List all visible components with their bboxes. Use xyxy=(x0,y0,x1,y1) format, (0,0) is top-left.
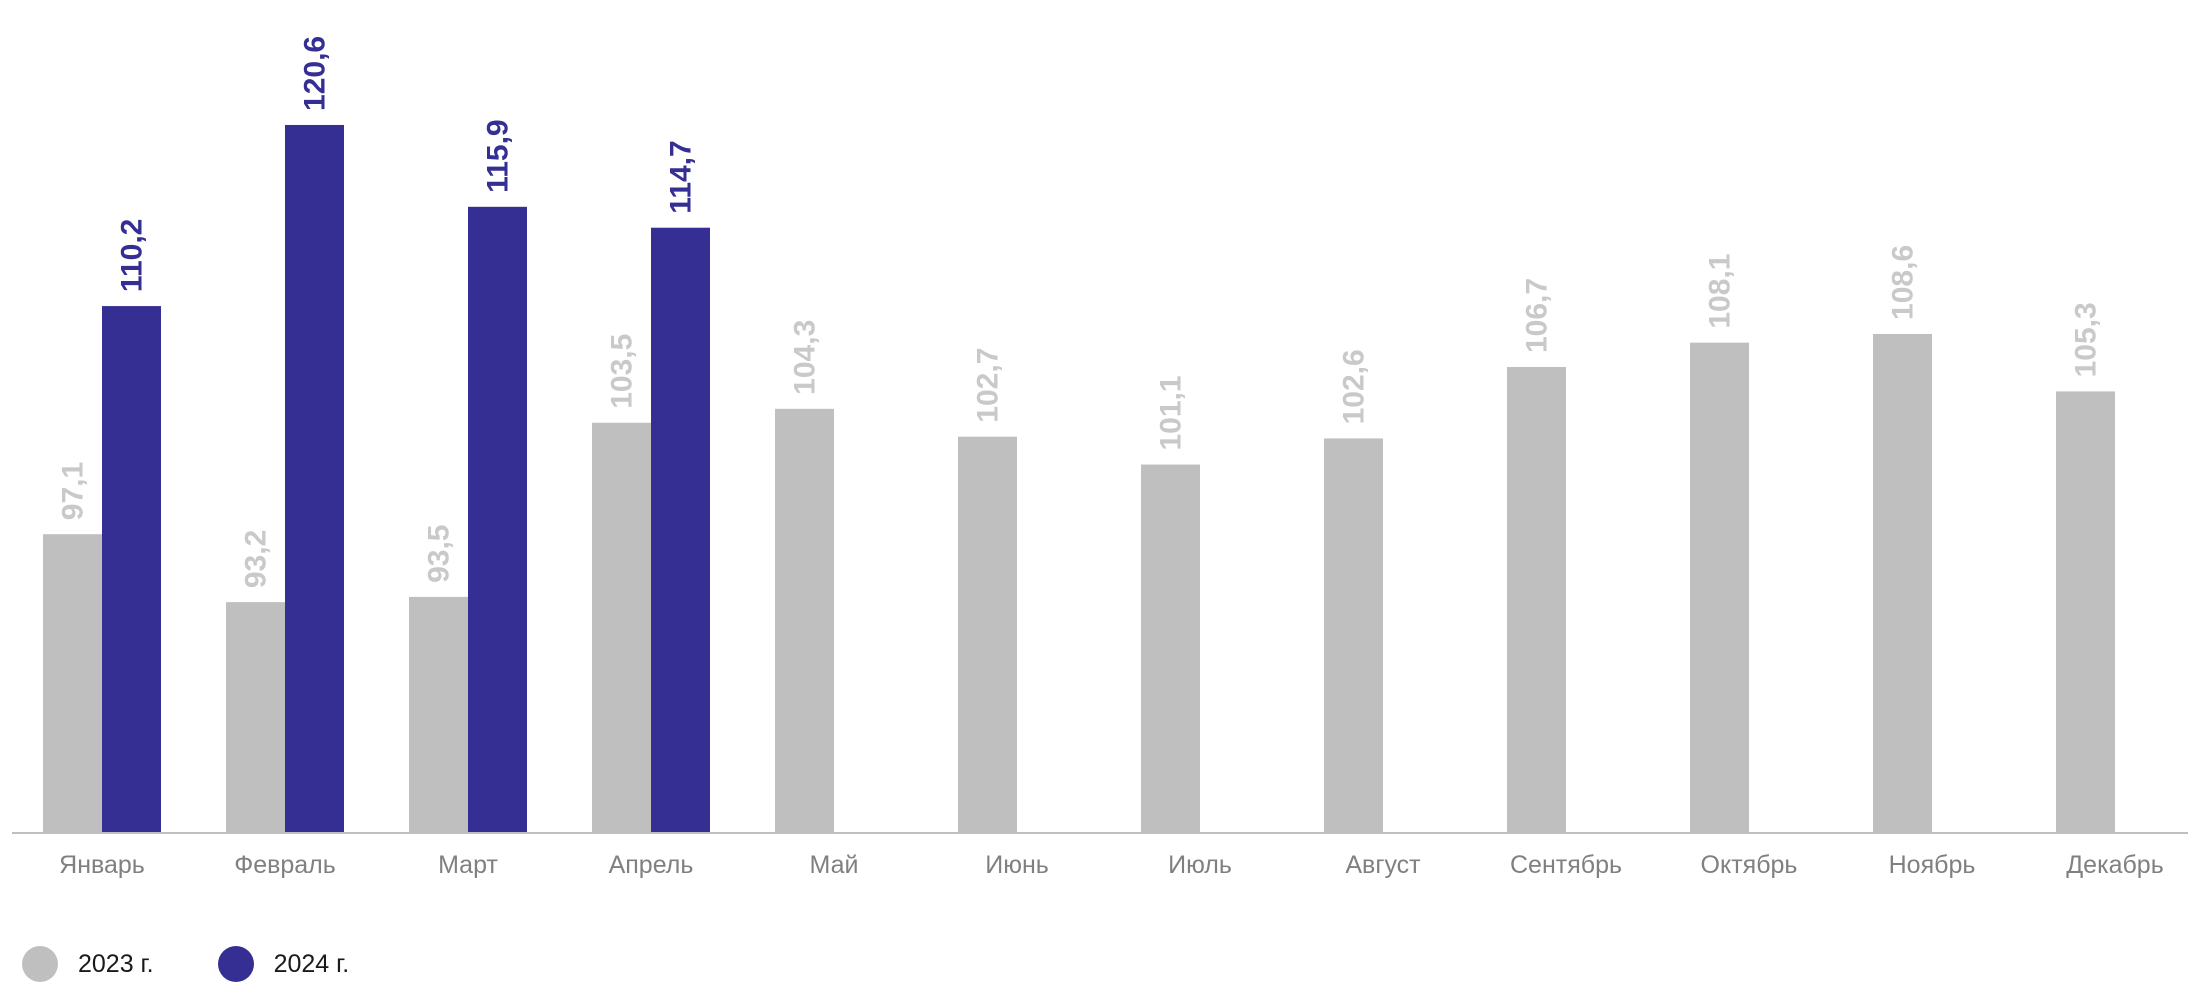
bar-2023-2 xyxy=(226,602,285,832)
bar-2024-1 xyxy=(102,306,161,833)
bars-group xyxy=(43,124,2115,833)
bar-2024-4 xyxy=(651,227,710,833)
data-label-2023-9: 106,7 xyxy=(1521,278,1554,353)
x-tick-label-3: Март xyxy=(438,851,498,879)
x-tick-label-12: Декабрь xyxy=(2066,851,2163,879)
bar-2023-8 xyxy=(1324,438,1383,832)
data-label-2023-8: 102,6 xyxy=(1338,349,1371,424)
x-tick-label-2: Февраль xyxy=(234,851,336,879)
data-label-2023-12: 105,3 xyxy=(2070,302,2103,377)
x-tick-labels-group: Январь Февраль Март Апрель Май Июнь Июль Август… xyxy=(59,851,2164,879)
bar-2023-11 xyxy=(1873,333,1932,832)
bar-2023-7 xyxy=(1141,464,1200,832)
data-label-2024-4: 114,7 xyxy=(665,140,698,213)
data-label-2023-11: 108,6 xyxy=(1887,245,1920,320)
data-label-2023-4: 103,5 xyxy=(606,334,639,409)
data-label-2023-6: 102,7 xyxy=(972,348,1005,423)
bar-2024-3 xyxy=(468,206,527,832)
legend-label-2023: 2023 г. xyxy=(78,949,154,978)
x-tick-label-10: Октябрь xyxy=(1701,851,1798,879)
data-label-2023-7: 101,1 xyxy=(1155,375,1188,450)
legend-item-2024: 2024 г. xyxy=(190,946,350,982)
x-tick-label-1: Январь xyxy=(59,851,145,879)
data-label-2023-2: 93,2 xyxy=(240,530,273,588)
bar-2023-10 xyxy=(1690,342,1749,832)
x-tick-label-9: Сентябрь xyxy=(1510,851,1622,879)
legend-label-2024: 2024 г. xyxy=(273,949,350,978)
data-label-2023-1: 97,1 xyxy=(57,462,90,520)
bar-2023-1 xyxy=(43,534,102,832)
data-label-2023-10: 108,1 xyxy=(1704,254,1737,329)
bar-2023-6 xyxy=(958,436,1017,832)
legend-swatch-2023 xyxy=(22,946,58,982)
bar-2023-4 xyxy=(592,422,651,832)
x-tick-label-8: Август xyxy=(1345,851,1421,879)
x-tick-label-11: Ноябрь xyxy=(1889,851,1976,879)
legend: 2023 г. 2024 г. xyxy=(22,946,385,982)
bar-2023-9 xyxy=(1507,367,1566,832)
data-label-2024-2: 120,6 xyxy=(299,36,332,111)
bar-chart: 97,1 110,2 93,2 120,6 93,5 115,9 103,5 114,7 104… xyxy=(12,36,2188,879)
x-tick-label-5: Май xyxy=(810,851,859,879)
bar-2023-12 xyxy=(2056,391,2115,832)
legend-swatch-2024 xyxy=(217,946,254,982)
bar-2024-2 xyxy=(285,124,344,833)
data-label-2023-5: 104,3 xyxy=(789,320,822,395)
bar-2023-3 xyxy=(409,596,468,832)
x-tick-label-7: Июль xyxy=(1168,851,1232,879)
data-labels-group: 97,1 110,2 93,2 120,6 93,5 115,9 103,5 114,7 104… xyxy=(57,36,2103,588)
x-tick-label-6: Июнь xyxy=(985,851,1049,879)
data-label-2023-3: 93,5 xyxy=(423,525,456,583)
data-label-2024-1: 110,2 xyxy=(115,219,148,292)
bar-2023-5 xyxy=(775,408,834,832)
data-label-2024-3: 115,9 xyxy=(482,119,515,192)
legend-item-2023: 2023 г. xyxy=(22,946,154,982)
x-tick-label-4: Апрель xyxy=(609,851,694,879)
